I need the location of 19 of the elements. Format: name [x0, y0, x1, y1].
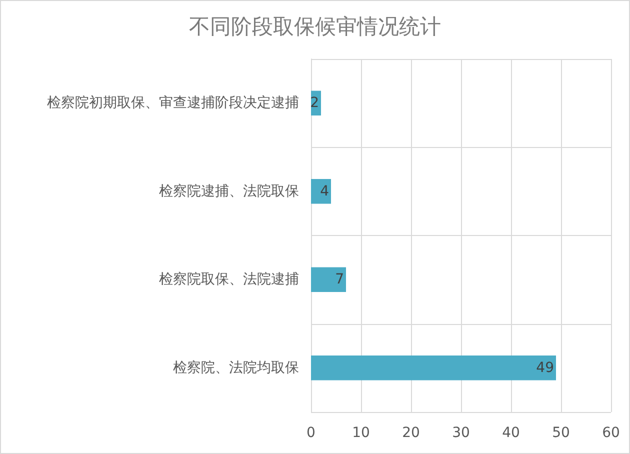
x-tick-label: 0	[306, 425, 316, 441]
data-label: 2	[310, 95, 319, 112]
data-label: 4	[320, 183, 330, 200]
chart-title: 不同阶段取保候审情况统计	[189, 14, 441, 38]
x-tick-label: 60	[602, 425, 620, 441]
x-tick-label: 20	[402, 425, 420, 441]
y-tick-label: 检察院、法院均取保	[173, 360, 299, 376]
bar	[311, 179, 331, 204]
x-tick-label: 10	[352, 425, 370, 441]
x-tick-label: 30	[452, 425, 470, 441]
data-label: 49	[536, 360, 554, 376]
bar	[311, 356, 556, 380]
y-tick-label: 检察院初期取保、审查逮捕阶段决定逮捕	[47, 95, 299, 112]
bar	[311, 267, 346, 292]
y-tick-label: 检察院逮捕、法院取保	[159, 183, 299, 200]
y-tick-label: 检察院取保、法院逮捕	[159, 272, 299, 288]
x-tick-label: 50	[552, 425, 570, 441]
data-label: 7	[335, 272, 344, 288]
x-tick-label: 40	[502, 425, 520, 441]
